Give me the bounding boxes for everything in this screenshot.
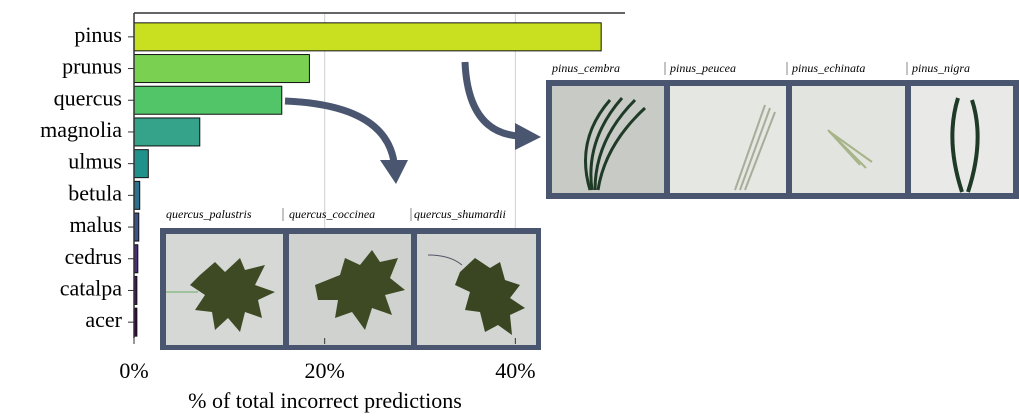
panel-label: pinus_cembra xyxy=(551,61,620,75)
image-panel: pinus_cembra pinus_peucea pinus_echinata… xyxy=(546,61,1019,199)
y-tick-label: cedrus xyxy=(65,244,122,269)
arrowhead xyxy=(380,160,408,184)
bar xyxy=(134,150,148,178)
bar xyxy=(134,86,282,114)
panel-label: pinus_peucea xyxy=(669,61,736,75)
y-tick-label: prunus xyxy=(62,54,122,79)
bar xyxy=(134,118,200,146)
bar xyxy=(134,181,140,209)
y-tick-label: betula xyxy=(68,180,122,205)
panel-label: quercus_palustris xyxy=(166,207,252,221)
y-tick-label: magnolia xyxy=(40,117,122,142)
bar xyxy=(134,55,309,83)
x-tick-label: 40% xyxy=(495,358,535,383)
image-panel: quercus_palustris quercus_coccinea querc… xyxy=(160,207,541,350)
x-axis-label: % of total incorrect predictions xyxy=(188,388,462,413)
y-tick-label: malus xyxy=(69,212,122,237)
arrow xyxy=(285,101,394,162)
arrowhead xyxy=(515,123,541,150)
y-tick-label: quercus xyxy=(54,85,122,110)
x-tick-label: 20% xyxy=(305,358,345,383)
panel-label: pinus_nigra xyxy=(911,61,970,75)
y-tick-label: catalpa xyxy=(60,275,123,300)
chart: % of total incorrect predictions quercus… xyxy=(0,0,1019,418)
y-tick-label: pinus xyxy=(74,22,122,47)
y-tick-label: acer xyxy=(85,307,122,332)
panel-label: quercus_coccinea xyxy=(289,207,375,221)
bar xyxy=(134,23,601,51)
y-tick-label: ulmus xyxy=(68,149,122,174)
panel-label: pinus_echinata xyxy=(791,61,865,75)
arrow xyxy=(465,62,518,136)
panel-label: quercus_shumardii xyxy=(414,207,506,221)
x-tick-label: 0% xyxy=(119,358,148,383)
